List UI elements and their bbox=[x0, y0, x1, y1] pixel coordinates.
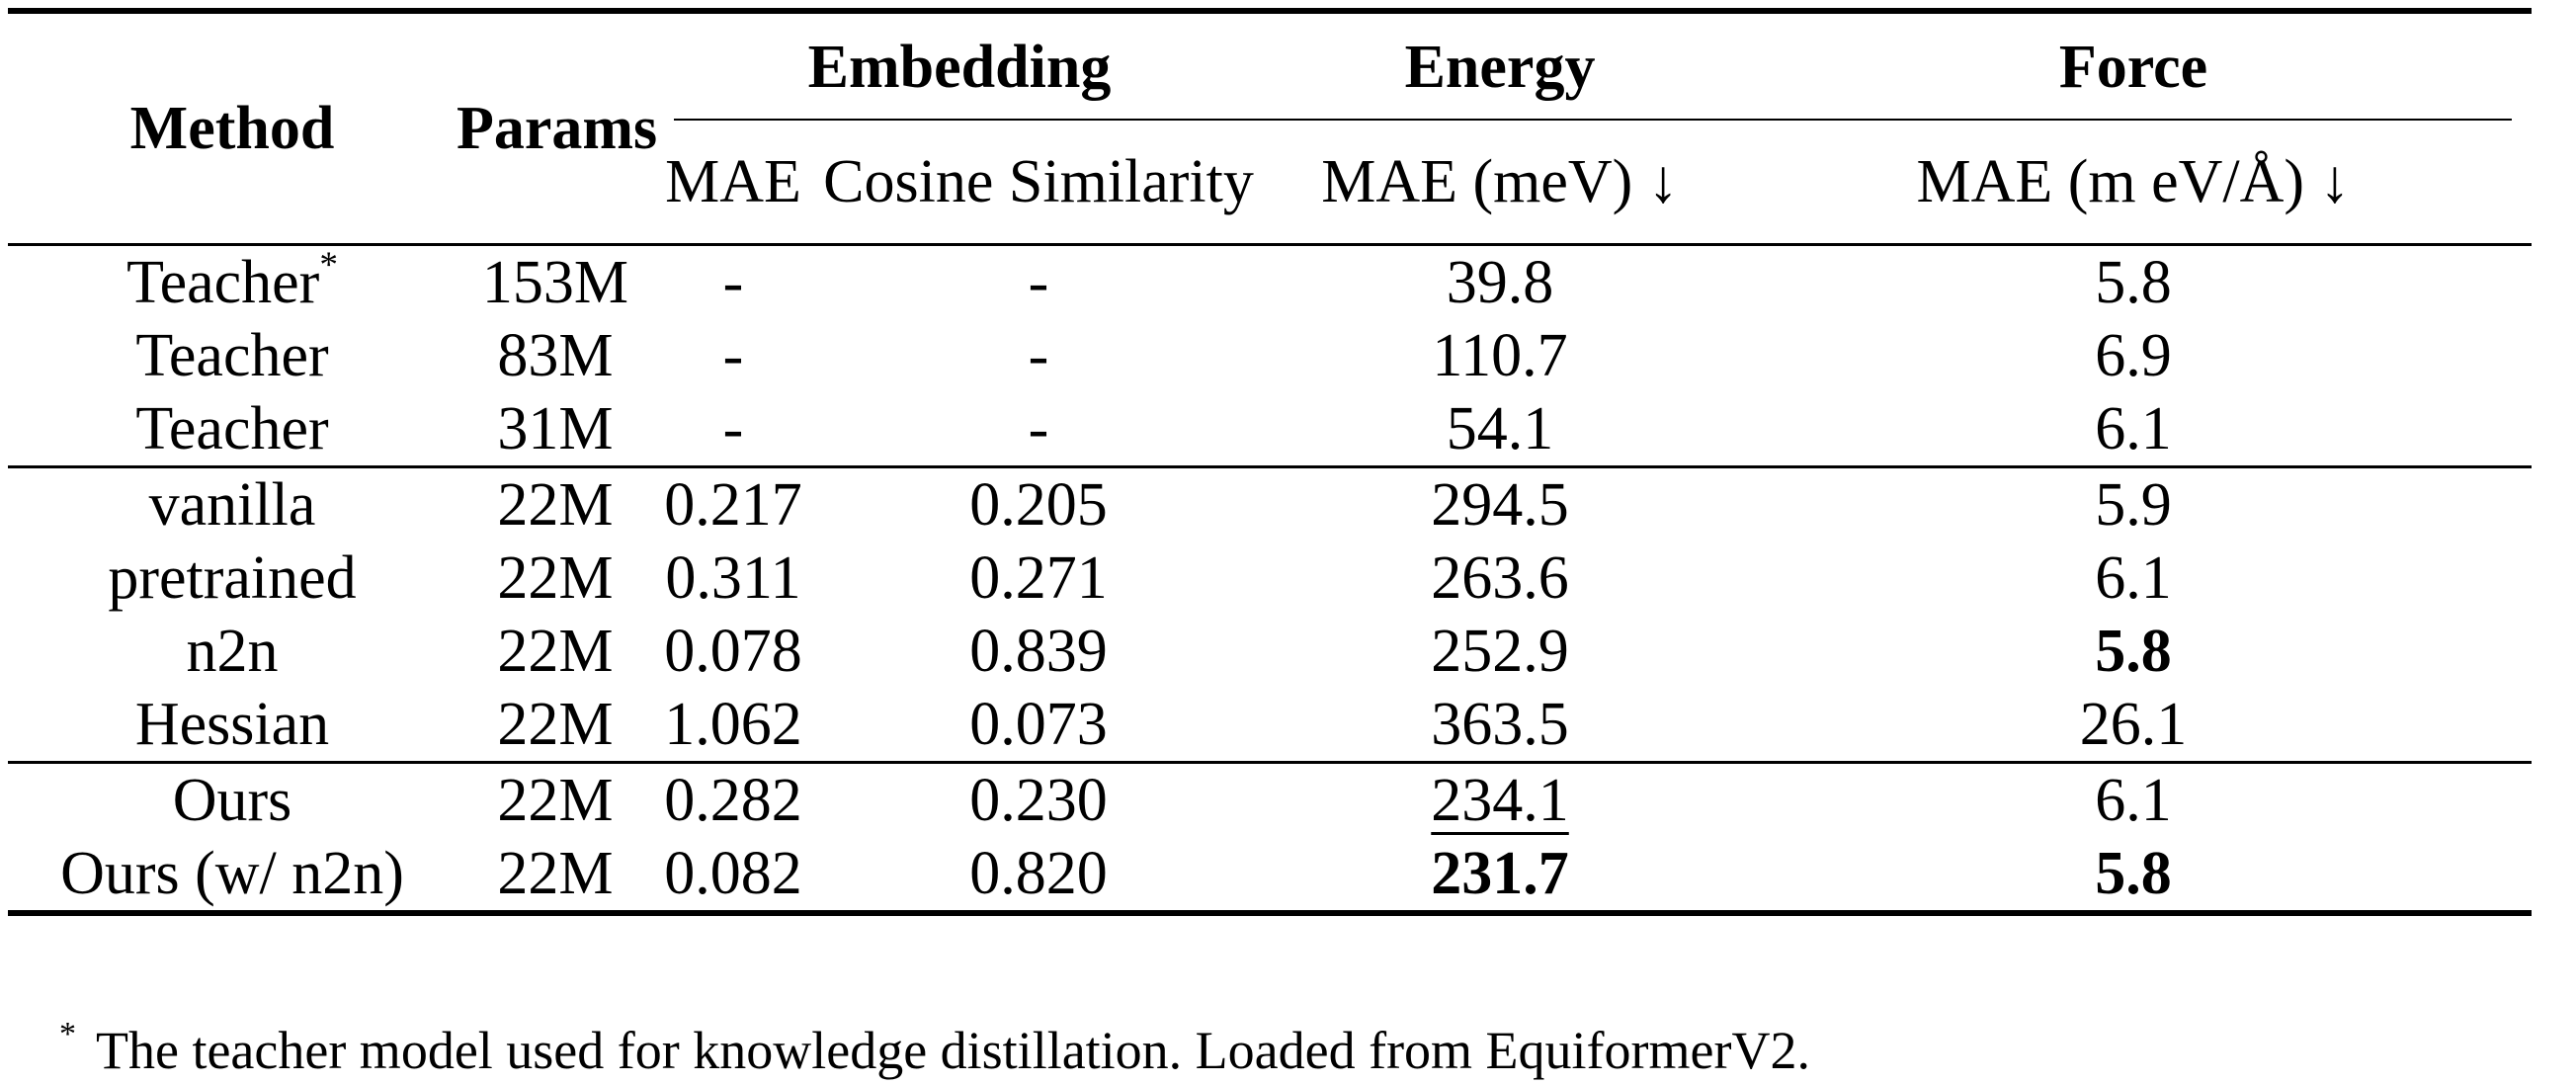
cell-method: Teacher* bbox=[8, 245, 457, 320]
cell-embedding-cosine: 0.230 bbox=[812, 761, 1266, 837]
cell-embedding-mae: - bbox=[722, 322, 744, 389]
table-row: Teacher 83M - - 110.7 6.9 bbox=[8, 319, 2532, 392]
cell-energy-mae: 363.5 bbox=[1431, 691, 1569, 758]
cell-force-mae: 5.8 bbox=[2095, 249, 2172, 316]
table-row: n2n 22M 0.078 0.839 252.9 5.8 bbox=[8, 615, 2532, 688]
header-row-groups: Method Params Embedding Energy Force bbox=[8, 11, 2533, 159]
cell-force-mae: 6.1 bbox=[2095, 395, 2172, 462]
header-embedding-mae: MAE bbox=[665, 148, 801, 215]
cell-params: 83M bbox=[497, 322, 614, 389]
cell-embedding-cosine: 0.839 bbox=[969, 618, 1108, 685]
cell-embedding-cosine: 0.073 bbox=[969, 691, 1108, 758]
cell-embedding-mae: 0.082 bbox=[654, 837, 812, 916]
cell-force-mae: 6.1 bbox=[1735, 761, 2533, 837]
cell-force-mae: 5.9 bbox=[1735, 465, 2533, 542]
cell-energy-mae: 252.9 bbox=[1431, 618, 1569, 685]
cell-embedding-mae: 0.217 bbox=[654, 465, 812, 542]
cell-method: Hessian bbox=[134, 691, 330, 758]
table-row: Ours 22M 0.282 0.230 234.1 6.1 bbox=[8, 761, 2533, 837]
cell-embedding-cosine: - bbox=[1028, 395, 1049, 462]
table-row: pretrained 22M 0.311 0.271 263.6 6.1 bbox=[8, 542, 2532, 615]
cell-force-mae: 5.8 bbox=[2095, 618, 2172, 685]
cell-embedding-mae: - bbox=[722, 395, 744, 462]
cell-params: 22M bbox=[497, 618, 614, 685]
cell-embedding-mae: - bbox=[722, 249, 744, 316]
header-embedding: Embedding bbox=[654, 11, 1266, 121]
header-params: Params bbox=[457, 95, 658, 162]
cell-embedding-cosine: 0.271 bbox=[969, 544, 1108, 612]
cell-params: 31M bbox=[497, 395, 614, 462]
row-group-teachers: Teacher* 153M - - 39.8 5.8 Teacher 83M -… bbox=[8, 245, 2532, 467]
cell-energy-mae: 110.7 bbox=[1432, 322, 1568, 389]
cell-embedding-cosine: 0.820 bbox=[812, 837, 1266, 916]
cell-method: vanilla bbox=[8, 465, 457, 542]
footnote-mark: * bbox=[59, 1016, 76, 1052]
table-row: vanilla 22M 0.217 0.205 294.5 5.9 bbox=[8, 465, 2533, 542]
cell-params: 22M bbox=[497, 544, 614, 612]
footnote-marker: * bbox=[319, 244, 338, 286]
cell-embedding-mae: 0.078 bbox=[664, 618, 802, 685]
cell-embedding-cosine: 0.205 bbox=[812, 465, 1266, 542]
cell-embedding-mae: 0.311 bbox=[665, 544, 801, 612]
header-energy-mae: MAE (meV) ↓ bbox=[1321, 148, 1679, 215]
method-name: Teacher bbox=[126, 249, 320, 316]
cell-method: n2n bbox=[186, 618, 279, 685]
header-force-mae: MAE (m eV/Å) ↓ bbox=[1916, 148, 2351, 215]
results-table: Method Params Embedding Energy Force MAE… bbox=[8, 8, 2533, 916]
cell-method: Teacher bbox=[135, 322, 329, 389]
cell-embedding-mae: 1.062 bbox=[664, 691, 802, 758]
row-group-baselines: vanilla 22M 0.217 0.205 294.5 5.9 pretra… bbox=[8, 465, 2533, 763]
cell-force-mae: 26.1 bbox=[2079, 691, 2188, 758]
cell-embedding-cosine: - bbox=[1028, 249, 1049, 316]
cell-method: pretrained bbox=[108, 544, 357, 612]
cell-embedding-cosine: - bbox=[1028, 322, 1049, 389]
table-header: Method Params Embedding Energy Force MAE… bbox=[8, 11, 2533, 245]
table-footnote: * The teacher model used for knowledge di… bbox=[59, 1016, 1810, 1080]
cell-force-mae: 6.1 bbox=[2095, 544, 2172, 612]
header-embedding-cosine: Cosine Similarity bbox=[823, 148, 1254, 215]
cell-energy-mae: 231.7 bbox=[1265, 837, 1736, 916]
table-row: Teacher 31M - - 54.1 6.1 bbox=[8, 392, 2532, 467]
cell-params: 22M bbox=[457, 465, 654, 542]
header-force: Force bbox=[1735, 11, 2532, 121]
header-energy: Energy bbox=[1265, 11, 1736, 121]
energy-value-underlined: 234.1 bbox=[1431, 767, 1569, 834]
table-row: Teacher* 153M - - 39.8 5.8 bbox=[8, 245, 2532, 320]
header-method: Method bbox=[129, 95, 335, 162]
cell-method: Ours bbox=[8, 761, 457, 837]
cell-force-mae: 5.8 bbox=[1735, 837, 2533, 916]
cell-force-mae: 6.9 bbox=[2095, 322, 2172, 389]
cell-params: 22M bbox=[457, 837, 654, 916]
cell-params: 22M bbox=[457, 761, 654, 837]
cell-energy-mae: 234.1 bbox=[1265, 761, 1736, 837]
table-row: Ours (w/ n2n) 22M 0.082 0.820 231.7 5.8 bbox=[8, 837, 2533, 916]
cell-energy-mae: 39.8 bbox=[1446, 249, 1554, 316]
cell-params: 153M bbox=[481, 249, 629, 316]
cell-energy-mae: 294.5 bbox=[1265, 465, 1736, 542]
cell-energy-mae: 263.6 bbox=[1431, 544, 1569, 612]
row-group-ours: Ours 22M 0.282 0.230 234.1 6.1 Ours (w/ … bbox=[8, 761, 2533, 916]
cell-embedding-mae: 0.282 bbox=[654, 761, 812, 837]
header-row-metrics: MAE Cosine Similarity MAE (meV) ↓ MAE (m… bbox=[8, 121, 2533, 245]
footnote-text: The teacher model used for knowledge dis… bbox=[96, 1021, 1810, 1080]
cell-energy-mae: 54.1 bbox=[1446, 395, 1554, 462]
cell-method: Teacher bbox=[135, 395, 329, 462]
table-row: Hessian 22M 1.062 0.073 363.5 26.1 bbox=[8, 688, 2532, 763]
cell-method: Ours (w/ n2n) bbox=[8, 837, 457, 916]
cell-params: 22M bbox=[497, 691, 614, 758]
